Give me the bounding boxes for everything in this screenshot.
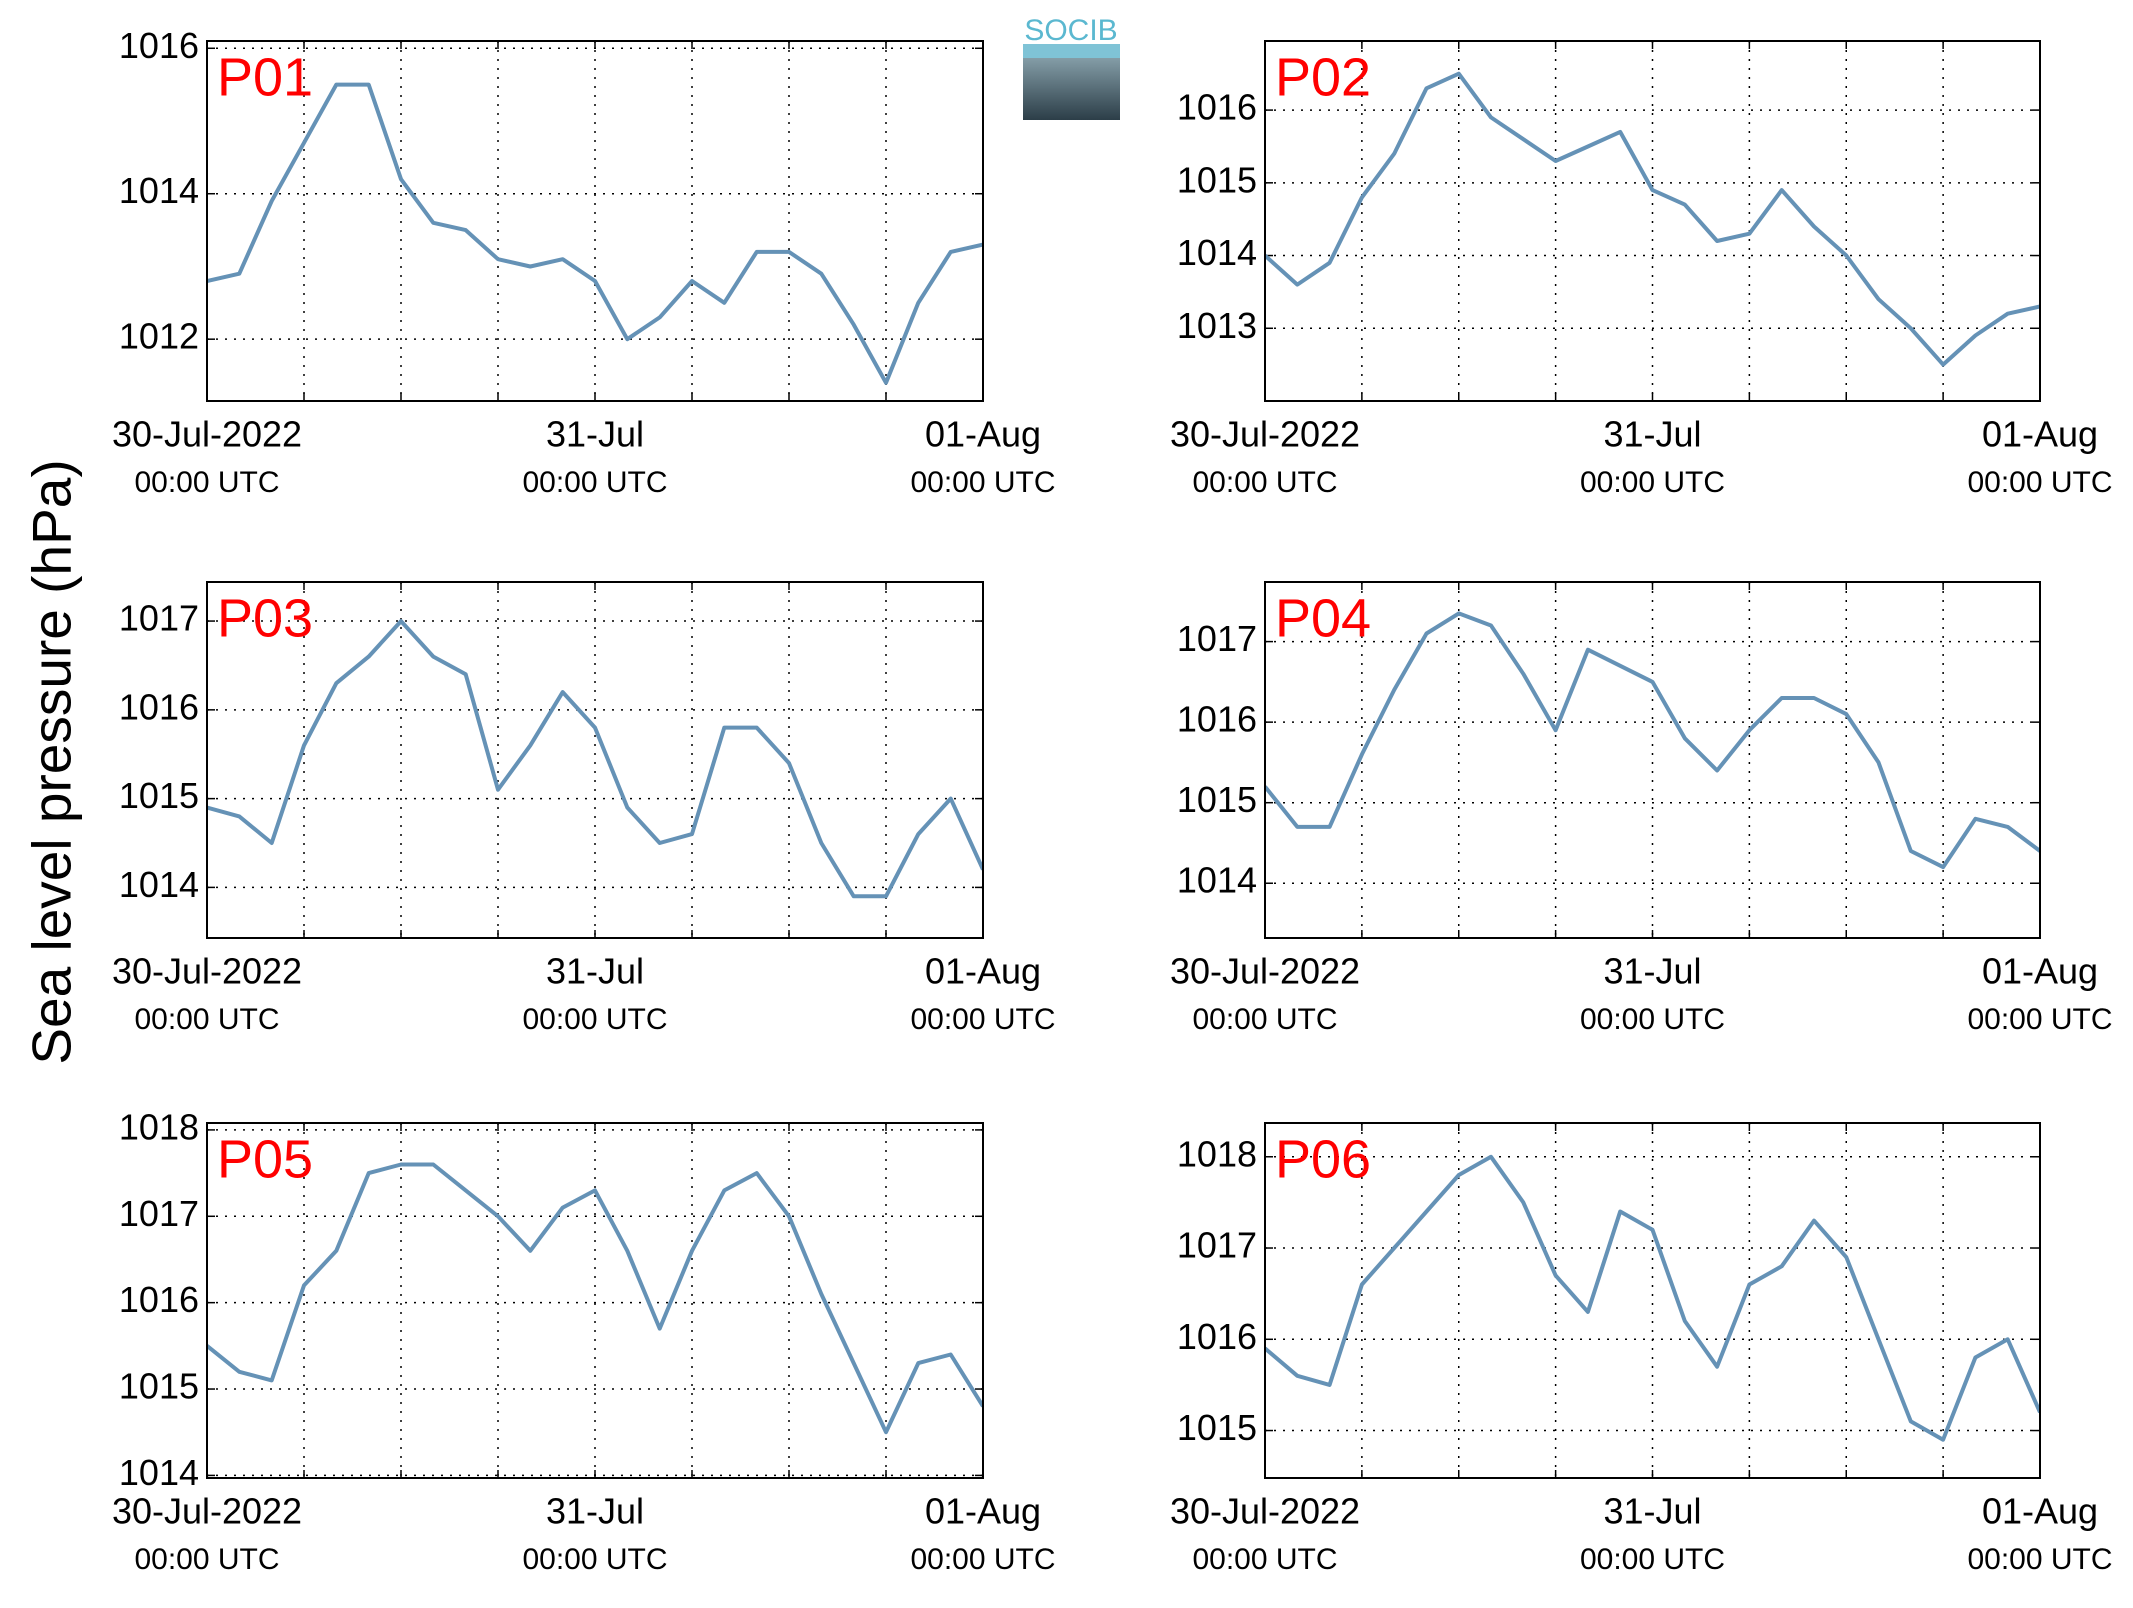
y-tick-label: 1017	[1177, 618, 1257, 659]
y-tick-label: 1017	[1177, 1225, 1257, 1266]
plot-frame	[1264, 581, 2041, 939]
y-tick-label: 1015	[119, 1366, 199, 1407]
x-tick-label: 01-Aug	[1982, 414, 2098, 455]
panel: 1012 1014 1016 30-Jul-2022 00:00 UTC 31-Jul 00…	[112, 25, 1056, 499]
x-tick-sublabel: 00:00 UTC	[910, 466, 1055, 499]
plot-frame	[206, 581, 984, 939]
panel-label: P02	[1275, 47, 1371, 107]
y-tick-label: 1015	[119, 775, 199, 816]
x-tick-label: 30-Jul-2022	[1170, 951, 1360, 992]
x-tick-label: 31-Jul	[1603, 1491, 1701, 1532]
panel: 1014 1015 1016 1017 30-Jul-2022 00:00 UTC 31-J…	[112, 581, 1056, 1036]
y-tick-label: 1013	[1177, 305, 1257, 346]
data-line	[207, 82, 983, 385]
x-tick-sublabel: 00:00 UTC	[1967, 1003, 2112, 1036]
y-tick-label: 1015	[1177, 159, 1257, 200]
series	[207, 82, 983, 385]
plot-frame	[206, 40, 984, 402]
series	[1265, 611, 2040, 870]
y-tick-label: 1016	[1177, 1316, 1257, 1357]
series	[207, 619, 983, 899]
x-tick-sublabel: 00:00 UTC	[1967, 466, 2112, 499]
plot-frame	[1264, 1122, 2041, 1479]
y-tick-label: 1014	[119, 170, 199, 211]
x-tick-label: 30-Jul-2022	[112, 951, 302, 992]
y-tick-label: 1016	[119, 25, 199, 66]
x-tick-sublabel: 00:00 UTC	[1580, 1003, 1725, 1036]
y-tick-label: 1017	[119, 598, 199, 639]
x-tick-label: 01-Aug	[1982, 1491, 2098, 1532]
logo-box	[1023, 50, 1120, 120]
x-tick-label: 30-Jul-2022	[112, 1491, 302, 1532]
panel: 1015 1016 1017 1018 30-Jul-2022 00:00 UTC 31-J…	[1170, 1122, 2113, 1576]
panel-label: P06	[1275, 1129, 1371, 1189]
data-line	[1265, 1154, 2040, 1442]
x-tick-label: 31-Jul	[546, 414, 644, 455]
y-tick-label: 1015	[1177, 779, 1257, 820]
y-tick-label: 1016	[1177, 699, 1257, 740]
x-tick-sublabel: 00:00 UTC	[910, 1543, 1055, 1576]
x-tick-label: 31-Jul	[546, 1491, 644, 1532]
panel-label: P04	[1275, 588, 1371, 648]
x-tick-label: 01-Aug	[925, 1491, 1041, 1532]
logo: SOCIB	[1023, 14, 1120, 120]
x-tick-sublabel: 00:00 UTC	[134, 1543, 279, 1576]
series	[1265, 1154, 2040, 1442]
panel-label: P05	[217, 1129, 313, 1189]
panel: 1014 1015 1016 1017 1018 30-Jul-2022 00:00 UTC…	[112, 1106, 1056, 1575]
x-tick-sublabel: 00:00 UTC	[1967, 1543, 2112, 1576]
y-tick-label: 1017	[119, 1193, 199, 1234]
data-line	[1265, 611, 2040, 870]
x-tick-sublabel: 00:00 UTC	[134, 466, 279, 499]
y-tick-label: 1014	[1177, 232, 1257, 273]
x-tick-sublabel: 00:00 UTC	[1580, 466, 1725, 499]
x-tick-sublabel: 00:00 UTC	[910, 1003, 1055, 1036]
y-tick-label: 1014	[119, 864, 199, 905]
x-tick-label: 01-Aug	[925, 951, 1041, 992]
x-tick-sublabel: 00:00 UTC	[134, 1003, 279, 1036]
y-tick-label: 1012	[119, 316, 199, 357]
y-tick-label: 1016	[1177, 87, 1257, 128]
y-tick-label: 1016	[119, 686, 199, 727]
panel: 1013 1014 1015 1016 30-Jul-2022 00:00 UTC 31-J…	[1170, 40, 2113, 499]
x-tick-sublabel: 00:00 UTC	[1192, 466, 1337, 499]
data-line	[207, 619, 983, 899]
x-tick-sublabel: 00:00 UTC	[522, 1543, 667, 1576]
data-line	[1265, 71, 2040, 367]
series	[1265, 71, 2040, 367]
x-tick-sublabel: 00:00 UTC	[522, 1003, 667, 1036]
x-tick-sublabel: 00:00 UTC	[522, 466, 667, 499]
x-tick-sublabel: 00:00 UTC	[1192, 1003, 1337, 1036]
data-line	[207, 1162, 983, 1435]
panel: 1014 1015 1016 1017 30-Jul-2022 00:00 UTC 31-J…	[1170, 581, 2113, 1036]
y-tick-label: 1015	[1177, 1407, 1257, 1448]
y-tick-label: 1018	[1177, 1133, 1257, 1174]
x-tick-label: 31-Jul	[1603, 951, 1701, 992]
y-tick-label: 1014	[119, 1452, 199, 1493]
plot-frame	[206, 1122, 984, 1479]
x-tick-label: 30-Jul-2022	[1170, 1491, 1360, 1532]
x-tick-label: 31-Jul	[1603, 414, 1701, 455]
series	[207, 1162, 983, 1435]
x-tick-label: 01-Aug	[1982, 951, 2098, 992]
panel-label: P01	[217, 47, 313, 107]
x-tick-label: 31-Jul	[546, 951, 644, 992]
x-tick-label: 30-Jul-2022	[112, 414, 302, 455]
y-axis-label: Sea level pressure (hPa)	[21, 459, 83, 1064]
x-tick-sublabel: 00:00 UTC	[1580, 1543, 1725, 1576]
y-tick-label: 1018	[119, 1106, 199, 1147]
panel-label: P03	[217, 588, 313, 648]
plot-frame	[1264, 40, 2041, 402]
x-tick-label: 01-Aug	[925, 414, 1041, 455]
y-tick-label: 1016	[119, 1279, 199, 1320]
x-tick-label: 30-Jul-2022	[1170, 414, 1360, 455]
logo-text: SOCIB	[1024, 14, 1117, 47]
y-tick-label: 1014	[1177, 860, 1257, 901]
x-tick-sublabel: 00:00 UTC	[1192, 1543, 1337, 1576]
logo-wave	[1023, 44, 1120, 58]
